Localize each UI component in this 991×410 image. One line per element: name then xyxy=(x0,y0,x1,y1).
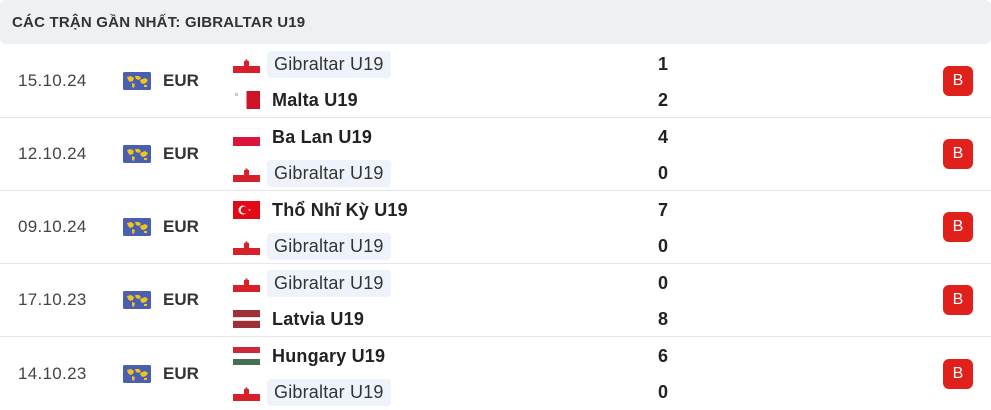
gibraltar-flag-icon xyxy=(233,237,260,255)
away-team[interactable]: Latvia U19 xyxy=(233,305,371,333)
away-score: 8 xyxy=(657,309,668,329)
home-team-name[interactable]: Gibraltar U19 xyxy=(267,269,391,297)
turkey-flag-icon xyxy=(233,201,260,219)
home-team[interactable]: Gibraltar U19 xyxy=(233,269,391,297)
match-row[interactable]: 14.10.23 EUR Hungary U19 6 Gibraltar U19 0 B xyxy=(0,337,991,410)
away-team[interactable]: Malta U19 xyxy=(233,86,365,114)
match-list: 15.10.24 EUR Gibraltar U19 1 Malta U19 2 B 12.1… xyxy=(0,45,991,410)
competition-name[interactable]: EUR xyxy=(163,363,199,383)
away-team-name[interactable]: Gibraltar U19 xyxy=(267,159,391,187)
world-map-icon xyxy=(123,291,151,309)
away-team[interactable]: Gibraltar U19 xyxy=(233,159,391,187)
home-team[interactable]: Ba Lan U19 xyxy=(233,123,379,151)
home-team[interactable]: Hungary U19 xyxy=(233,342,392,370)
match-date: 15.10.24 xyxy=(18,71,87,90)
competition-name[interactable]: EUR xyxy=(163,217,199,236)
competition-name[interactable]: EUR xyxy=(163,290,199,309)
match-row[interactable]: 15.10.24 EUR Gibraltar U19 1 Malta U19 2 B xyxy=(0,45,991,118)
gibraltar-flag-icon xyxy=(233,383,260,401)
home-team-name[interactable]: Ba Lan U19 xyxy=(272,126,373,147)
match-date: 12.10.24 xyxy=(18,144,87,163)
match-row[interactable]: 12.10.24 EUR Ba Lan U19 4 Gibraltar U19 0 B xyxy=(0,118,991,191)
away-score: 0 xyxy=(657,163,668,183)
home-team-name[interactable]: Hungary U19 xyxy=(272,345,386,366)
away-score: 0 xyxy=(657,236,668,256)
away-team-name[interactable]: Malta U19 xyxy=(272,89,358,110)
home-score: 4 xyxy=(657,127,668,147)
away-team[interactable]: Gibraltar U19 xyxy=(233,232,391,260)
result-badge: B xyxy=(943,358,973,389)
hungary-flag-icon xyxy=(233,347,260,365)
home-score: 7 xyxy=(657,200,668,220)
home-score: 1 xyxy=(657,54,668,74)
recent-matches-header: CÁC TRẬN GẦN NHẤT: GIBRALTAR U19 xyxy=(0,0,991,44)
match-date: 17.10.23 xyxy=(18,290,87,309)
home-score: 6 xyxy=(657,346,668,366)
away-team[interactable]: Gibraltar U19 xyxy=(233,378,391,406)
result-badge: B xyxy=(943,139,973,169)
latvia-flag-icon xyxy=(233,310,260,328)
home-score: 0 xyxy=(657,273,668,293)
competition-name[interactable]: EUR xyxy=(163,71,199,90)
match-date: 14.10.23 xyxy=(18,363,87,383)
match-date: 09.10.24 xyxy=(18,217,87,236)
match-row[interactable]: 09.10.24 EUR Thổ Nhĩ Kỳ U19 7 Gibraltar U19 0… xyxy=(0,191,991,264)
home-team[interactable]: Gibraltar U19 xyxy=(233,50,391,78)
match-row[interactable]: 17.10.23 EUR Gibraltar U19 0 Latvia U19 8 B xyxy=(0,264,991,337)
world-map-icon xyxy=(123,72,151,90)
home-team[interactable]: Thổ Nhĩ Kỳ U19 xyxy=(233,196,415,224)
result-badge: B xyxy=(943,66,973,96)
world-map-icon xyxy=(123,145,151,163)
header-title: CÁC TRẬN GẦN NHẤT: GIBRALTAR U19 xyxy=(12,13,306,31)
away-score: 0 xyxy=(657,382,668,402)
competition-name[interactable]: EUR xyxy=(163,144,199,163)
away-team-name[interactable]: Gibraltar U19 xyxy=(267,232,391,260)
gibraltar-flag-icon xyxy=(233,164,260,182)
away-team-name[interactable]: Latvia U19 xyxy=(272,308,365,329)
away-score: 2 xyxy=(657,90,668,110)
malta-flag-icon xyxy=(233,91,260,109)
away-team-name[interactable]: Gibraltar U19 xyxy=(267,378,391,406)
result-badge: B xyxy=(943,212,973,242)
gibraltar-flag-icon xyxy=(233,55,260,73)
world-map-icon xyxy=(123,218,151,236)
world-map-icon xyxy=(123,364,151,383)
gibraltar-flag-icon xyxy=(233,274,260,292)
home-team-name[interactable]: Gibraltar U19 xyxy=(267,50,391,78)
result-badge: B xyxy=(943,285,973,315)
poland-flag-icon xyxy=(233,128,260,146)
home-team-name[interactable]: Thổ Nhĩ Kỳ U19 xyxy=(272,199,408,220)
